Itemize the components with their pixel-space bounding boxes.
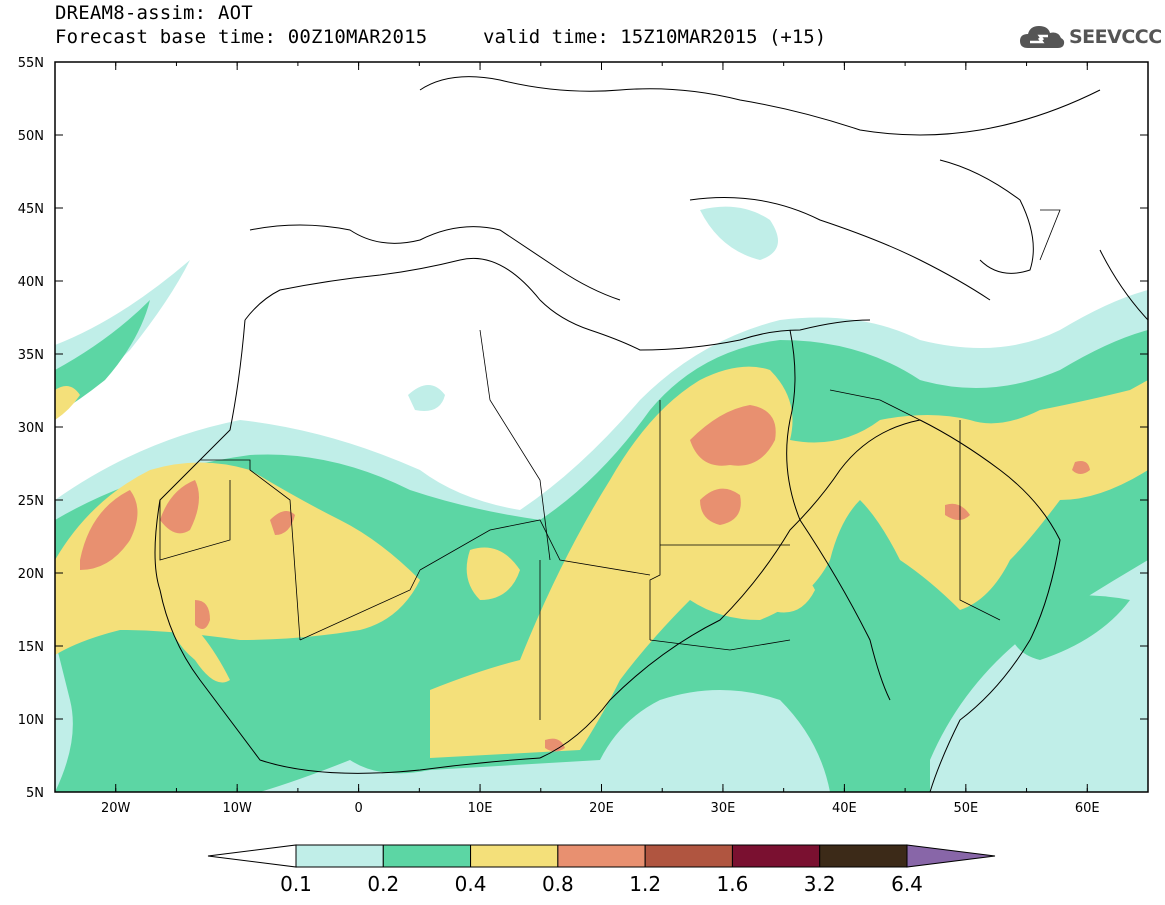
lon-label: 20W: [101, 801, 131, 816]
lat-label: 5N: [26, 786, 44, 801]
colorbar-box: [644, 844, 733, 868]
colorbar-label: 1.6: [717, 872, 749, 896]
lon-label: 30E: [711, 801, 736, 816]
latitude-labels: 55N 50N 45N 40N 35N 30N 25N 20N 15N 10N 5N: [18, 56, 44, 801]
colorbar-box: [470, 844, 559, 868]
country-borders: [159, 209, 1061, 720]
colorbar-box: [382, 844, 472, 868]
lat-label: 30N: [18, 421, 44, 436]
lat-label: 35N: [18, 348, 44, 363]
seevccc-logo: SEEVCCC: [1018, 22, 1162, 52]
lat-label: 50N: [18, 129, 44, 144]
colorbar-label: 3.2: [804, 872, 836, 896]
colorbar-box: [295, 844, 384, 868]
lat-label: 25N: [18, 494, 44, 509]
lat-label: 45N: [18, 202, 44, 217]
lon-label: 50E: [953, 801, 978, 816]
lat-label: 15N: [18, 640, 44, 655]
colorbar-label: 1.2: [629, 872, 661, 896]
aot-band-0-4: [55, 366, 1148, 758]
lon-label: 0: [354, 801, 362, 816]
lat-label: 55N: [18, 56, 44, 71]
colorbar-labels: 0.1 0.2 0.4 0.8 1.2 1.6 3.2 6.4: [280, 872, 923, 896]
aot-field: [55, 206, 1148, 792]
lat-label: 40N: [18, 275, 44, 290]
lon-label: 60E: [1075, 801, 1100, 816]
colorbar-label: 6.4: [891, 872, 923, 896]
colorbar-label: 0.4: [455, 872, 487, 896]
colorbar-arrow-high: [906, 844, 996, 868]
cloud-icon: [1020, 26, 1065, 48]
colorbar: [207, 844, 996, 868]
colorbar-label: 0.8: [542, 872, 574, 896]
colorbar-box: [819, 844, 908, 868]
valid-time: valid time: 15Z10MAR2015 (+15): [483, 26, 827, 48]
axis-ticks: [54, 61, 1149, 793]
lon-label: 10E: [468, 801, 493, 816]
lat-label: 20N: [18, 567, 44, 582]
colorbar-arrow-low: [207, 844, 297, 868]
aot-band-0-8: [80, 405, 1090, 752]
colorbar-label: 0.2: [367, 872, 399, 896]
lon-label: 20E: [589, 801, 614, 816]
lon-label: 10W: [222, 801, 252, 816]
colorbar-box: [557, 844, 646, 868]
lon-label: 40E: [832, 801, 857, 816]
forecast-base-time: Forecast base time: 00Z10MAR2015: [55, 26, 428, 48]
longitude-labels: 20W 10W 0 10E 20E 30E 40E 50E 60E: [101, 801, 1100, 816]
colorbar-box: [731, 844, 821, 868]
map-title: DREAM8-assim: AOT: [55, 2, 253, 24]
logo-text: SEEVCCC: [1069, 26, 1162, 48]
lat-label: 10N: [18, 713, 44, 728]
colorbar-label: 0.1: [280, 872, 312, 896]
